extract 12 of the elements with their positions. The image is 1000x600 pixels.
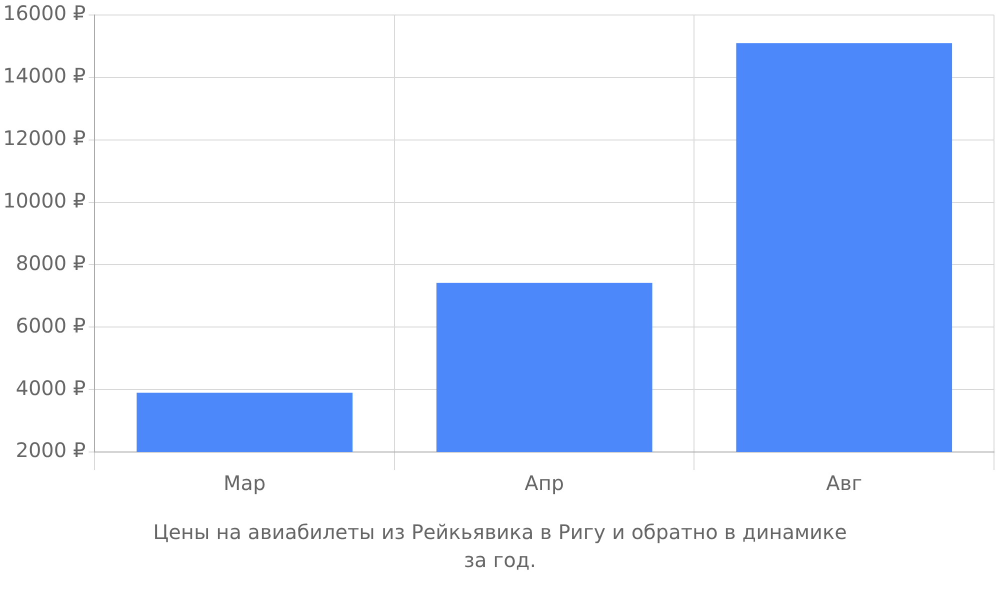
y-tick-label: 8000 ₽	[16, 250, 86, 275]
x-tick-label: Мар	[223, 471, 266, 496]
y-tick-label: 10000 ₽	[2, 188, 86, 212]
x-tick-label: Апр	[524, 471, 564, 496]
text: Цены на авиабилеты из Рейкьявика в Ригу и обратно в динамике за год.	[152, 519, 848, 574]
y-tick-label: 6000 ₽	[16, 313, 86, 338]
y-tick-label: 14000 ₽	[2, 64, 86, 88]
y-tick-label: 2000 ₽	[16, 438, 86, 462]
y-tick-label: 16000 ₽	[2, 1, 86, 26]
y-tick-label: 12000 ₽	[2, 126, 86, 150]
x-tick-label: Авг	[826, 471, 862, 496]
y-tick-label: 4000 ₽	[16, 376, 86, 400]
